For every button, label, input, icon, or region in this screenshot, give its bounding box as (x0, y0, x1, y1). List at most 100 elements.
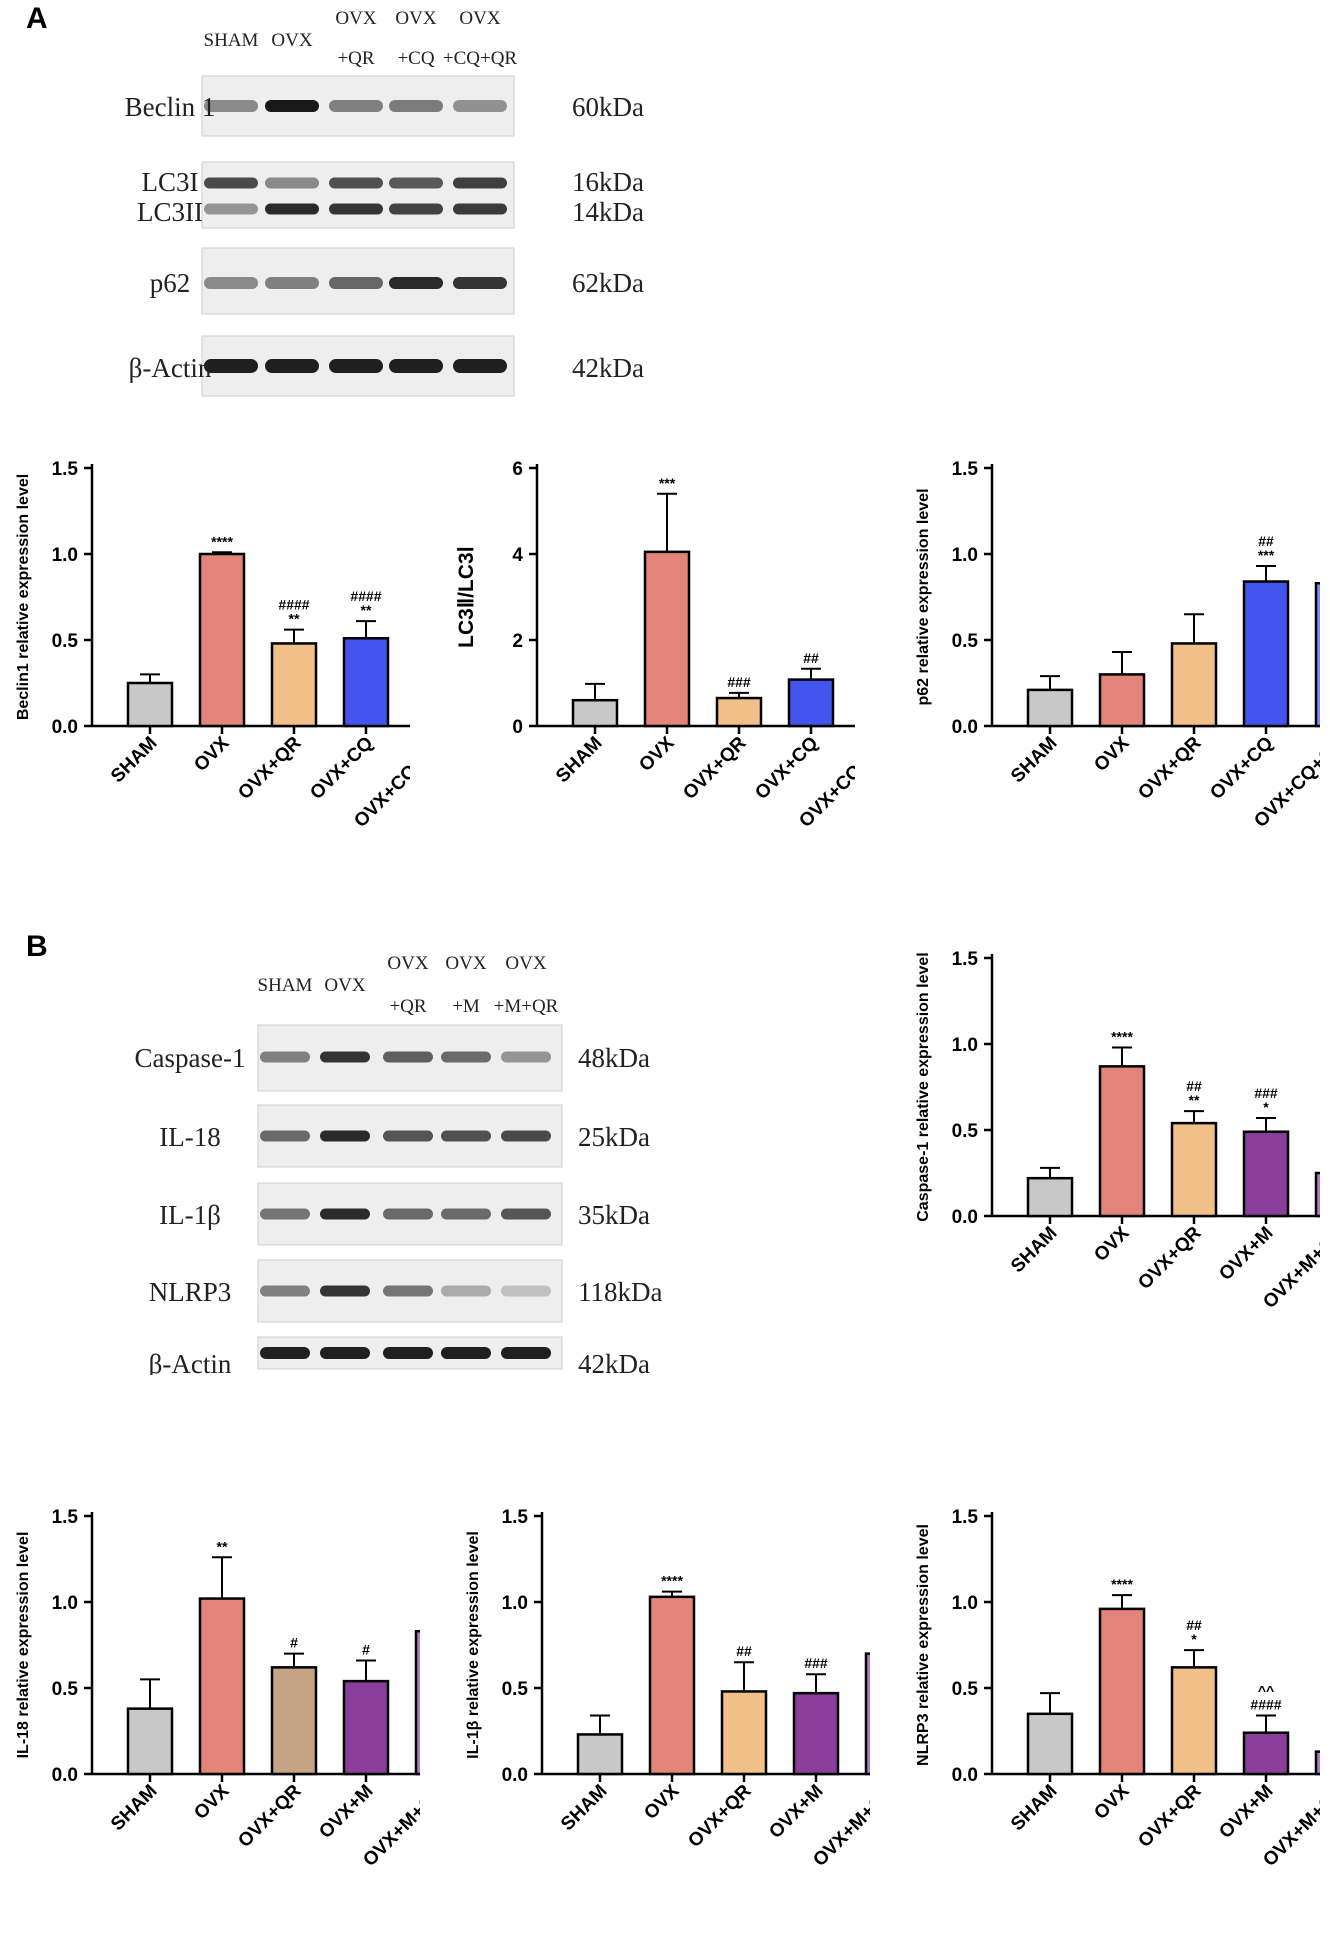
bar (342, 637, 390, 728)
y-tick-label: 0.0 (52, 717, 78, 738)
x-tick-label: OVX+M (315, 1781, 377, 1843)
y-tick-label: 1.0 (502, 1593, 528, 1614)
bar (414, 1629, 420, 1776)
significance-label: #### (350, 588, 381, 604)
bar (1098, 673, 1146, 728)
lane-header: +M+QR (494, 996, 559, 1017)
blot-band (329, 359, 383, 373)
y-tick-label: 1.0 (952, 1035, 978, 1056)
blot-band (389, 277, 443, 289)
blot-kda-label: 35kDa (578, 1200, 650, 1230)
bar (270, 642, 318, 728)
western-blot-b: SHAM OVX OVX +QR OVX +M OVX +M+QR Caspase-1 48kDa… (135, 953, 663, 1375)
significance-label: ### (1254, 1085, 1278, 1101)
bar (1098, 1065, 1146, 1218)
bar (1314, 1750, 1320, 1776)
western-blot-a: SHAM OVX OVX +QR OVX +CQ OVX +CQ+QR Beclin 1 60kD… (125, 8, 644, 397)
y-tick-label: 0.0 (52, 1765, 78, 1786)
blot-band (320, 1347, 370, 1359)
x-tick-label: SHAM (1007, 733, 1061, 787)
significance-label: **** (1111, 1028, 1133, 1044)
x-tick-label: OVX+CQ (751, 733, 822, 804)
lane-header: +CQ (397, 48, 434, 69)
blot-band (204, 177, 258, 189)
blot-band (265, 359, 319, 373)
y-tick-label: 1.5 (502, 1507, 529, 1528)
significance-label: ## (1186, 1617, 1202, 1633)
blot-band (441, 1208, 491, 1220)
blot-row-label: β-Actin (149, 1349, 232, 1375)
blot-band (501, 1285, 551, 1297)
blot-band (441, 1130, 491, 1142)
bar (1242, 1731, 1290, 1776)
bar (126, 681, 174, 728)
significance-label: # (362, 1641, 370, 1657)
blot-band (204, 203, 258, 215)
blot-kda-label: 48kDa (578, 1043, 650, 1073)
x-tick-label: OVX (640, 1780, 683, 1823)
x-tick-label: OVX+QR (1134, 732, 1205, 803)
significance-label: ### (727, 674, 751, 690)
significance-label: * (1263, 1099, 1269, 1115)
bar (787, 678, 835, 728)
blot-row-label: p62 (150, 268, 191, 298)
blot-band (329, 177, 383, 189)
bar (1314, 581, 1320, 728)
significance-label: #### (278, 597, 309, 613)
lane-header: OVX (324, 975, 365, 996)
blot-band (441, 1347, 491, 1359)
blot-band (501, 1051, 551, 1063)
y-tick-label: 6 (512, 459, 523, 480)
chart-il18: 0.0 0.5 1.0 1.5 IL-18 relative expression le… (15, 1507, 420, 1871)
y-tick-label: 1.0 (952, 1593, 978, 1614)
x-tick-label: OVX (190, 1780, 233, 1823)
bar (1170, 1666, 1218, 1776)
blot-band (329, 203, 383, 215)
blot-row-label: Beclin 1 (125, 92, 216, 122)
significance-label: ## (803, 650, 819, 666)
blot-kda-label: 118kDa (578, 1277, 662, 1307)
x-tick-label: OVX (1090, 732, 1133, 775)
blot-row-label: β-Actin (129, 353, 212, 383)
blot-band (501, 1347, 551, 1359)
y-tick-label: 1.0 (52, 1593, 78, 1614)
y-tick-label: 4 (512, 545, 523, 566)
blot-band (320, 1130, 370, 1142)
significance-label: ## (1186, 1078, 1202, 1094)
y-tick-label: 1.5 (952, 949, 979, 970)
x-tick-label: OVX (190, 732, 233, 775)
x-tick-label: SHAM (1007, 1223, 1061, 1277)
lane-header: SHAM (258, 975, 313, 996)
x-tick-label: SHAM (107, 733, 161, 787)
x-tick-label: OVX (635, 732, 678, 775)
blot-band (329, 100, 383, 112)
bar (1026, 1176, 1074, 1218)
y-tick-label: 1.5 (52, 459, 79, 480)
y-tick-label: 0.5 (952, 1679, 979, 1700)
y-tick-label: 0.5 (52, 1679, 79, 1700)
significance-label: ** (1189, 1092, 1200, 1108)
significance-label: # (290, 1635, 298, 1651)
significance-label: * (1191, 1631, 1197, 1647)
lane-header: +M (452, 996, 480, 1017)
bar (198, 552, 246, 728)
y-tick-label: 0.5 (502, 1679, 529, 1700)
lane-header-top: OVX (459, 8, 500, 29)
y-tick-label: 0.0 (502, 1765, 528, 1786)
bar (576, 1733, 624, 1776)
x-tick-label: SHAM (552, 733, 606, 787)
blot-row-label: IL-18 (159, 1122, 220, 1152)
blot-strip (201, 161, 515, 229)
y-tick-label: 0.5 (952, 1121, 979, 1142)
blot-kda-label: 14kDa (572, 197, 644, 227)
bar (571, 698, 619, 728)
blot-kda-label: 16kDa (572, 167, 644, 197)
bar (1026, 1712, 1074, 1776)
lane-header-top: OVX (395, 8, 436, 29)
blot-kda-label: 42kDa (572, 353, 644, 383)
blot-band (383, 1285, 433, 1297)
blot-row-label: LC3I (142, 167, 199, 197)
blot-band (320, 1051, 370, 1063)
bar (1314, 1171, 1320, 1218)
y-axis-label: IL-1β relative expression level (465, 1531, 482, 1759)
